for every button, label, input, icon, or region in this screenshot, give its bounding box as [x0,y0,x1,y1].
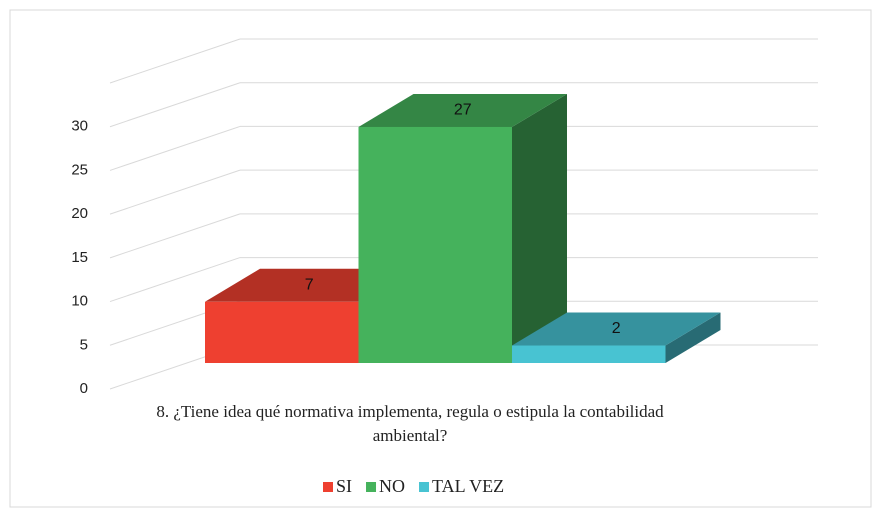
y-tick-label: 15 [71,249,88,266]
data-label: 2 [612,320,621,337]
grid-line [109,257,241,303]
grid-line [109,169,241,215]
y-tick-label: 20 [71,205,88,222]
bar [512,345,666,363]
bar-top [358,93,567,127]
legend-swatch [366,482,377,492]
y-tick-label: 0 [80,380,88,397]
grid-line [109,213,241,259]
chart-frame [9,9,872,508]
y-tick-label: 25 [71,161,88,178]
legend-label: SI [336,476,352,496]
wall-top-edge [109,38,241,84]
legend-label: TAL VEZ [432,476,504,496]
data-label: 27 [454,102,472,119]
legend-swatch [419,482,430,492]
data-label: 7 [305,277,314,294]
grid-line [109,125,241,171]
y-tick-label: 10 [71,293,88,310]
bar-side [512,93,567,363]
bar [205,301,359,363]
bar [358,126,512,363]
y-tick-label: 30 [71,118,88,135]
legend-swatch [323,482,333,492]
grid-line [109,82,241,128]
y-tick-label: 5 [80,336,88,353]
bar-side [665,312,721,363]
legend-label: NO [379,476,405,496]
bar-top [512,312,721,346]
category-label: 8. ¿Tiene idea qué normativa implementa,… [156,402,664,445]
